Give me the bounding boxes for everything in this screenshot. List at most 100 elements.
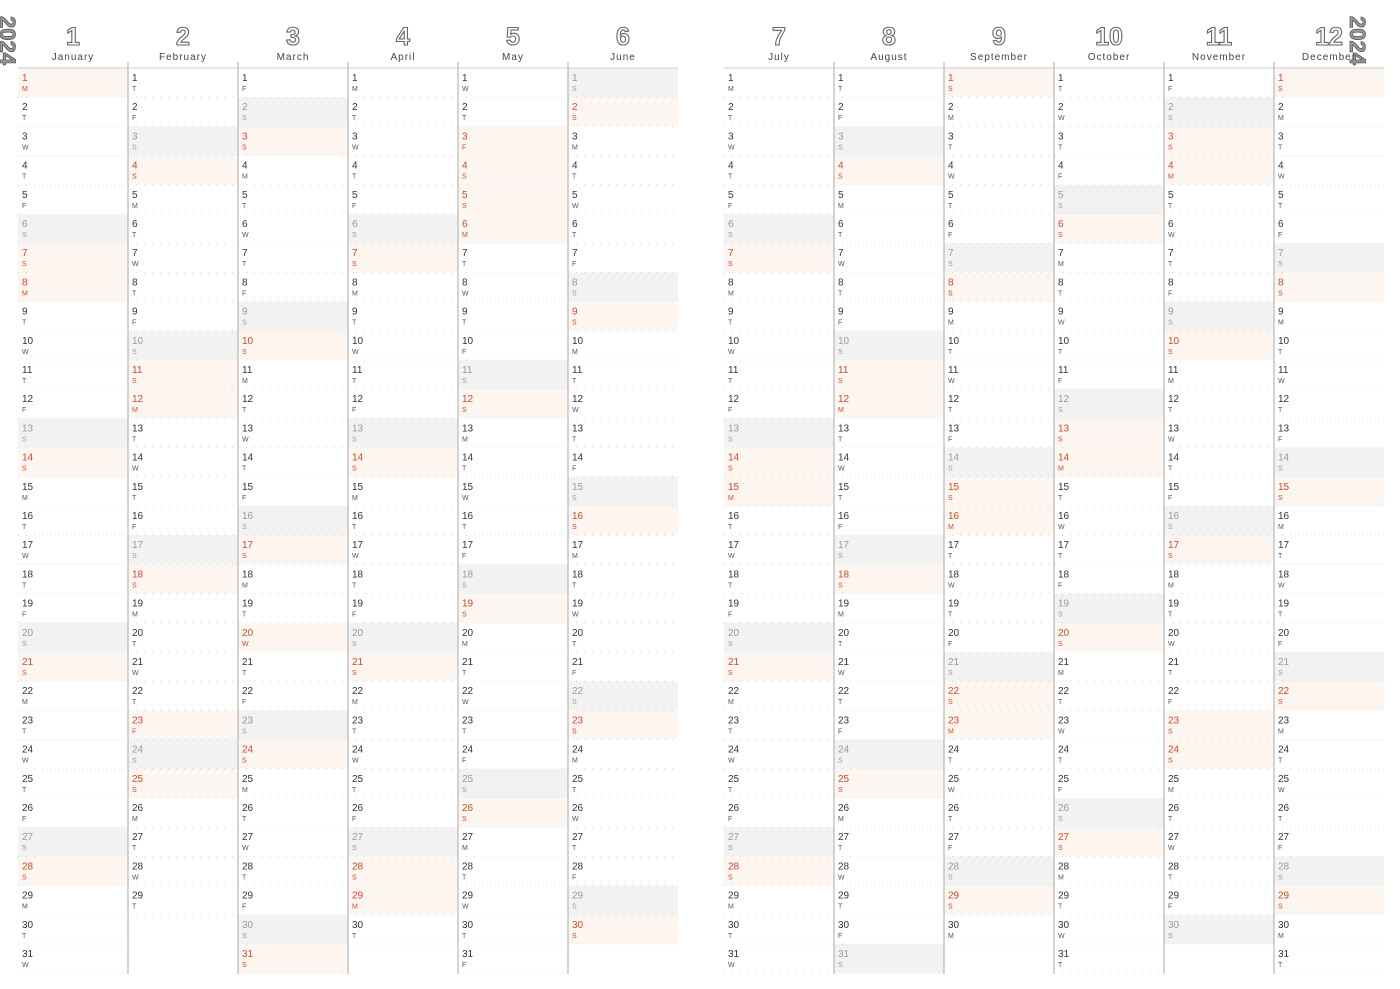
day-number: 14: [948, 453, 960, 464]
weekday-letter: T: [572, 378, 577, 385]
month-name: April: [390, 52, 415, 63]
weekday-letter: T: [1278, 203, 1283, 210]
holiday-shade: [944, 506, 1054, 536]
weekday-letter: T: [352, 582, 357, 589]
day-number: 12: [132, 394, 144, 405]
weekday-letter: F: [572, 261, 576, 268]
weekday-letter: S: [1168, 524, 1173, 531]
day-number: 8: [132, 277, 138, 288]
weekday-letter: S: [728, 845, 733, 852]
day-number: 14: [22, 453, 34, 464]
weekday-letter: M: [948, 320, 954, 327]
day-number: 24: [572, 745, 584, 756]
day-number: 23: [948, 715, 960, 726]
day-number: 2: [572, 102, 578, 113]
day-number: 27: [1168, 832, 1180, 843]
day-number: 19: [242, 599, 254, 610]
weekday-letter: S: [1168, 320, 1173, 327]
weekday-letter: T: [1168, 612, 1173, 619]
weekday-letter: F: [948, 436, 952, 443]
saturday-shade: [1274, 856, 1384, 886]
day-number: 13: [242, 423, 254, 434]
weekday-letter: S: [242, 320, 247, 327]
holiday-shade: [128, 564, 238, 594]
day-number: 15: [838, 482, 850, 493]
holiday-shade: [944, 710, 1054, 740]
weekday-letter: F: [948, 845, 952, 852]
weekday-letter: T: [728, 787, 733, 794]
saturday-shade: [128, 330, 238, 360]
weekday-letter: W: [948, 378, 955, 385]
weekday-letter: S: [1058, 203, 1063, 210]
day-number: 30: [838, 920, 850, 931]
day-number: 25: [462, 774, 474, 785]
weekday-letter: S: [948, 466, 953, 473]
day-number: 16: [242, 511, 254, 522]
weekday-letter: S: [838, 553, 843, 560]
day-number: 29: [838, 891, 850, 902]
day-number: 28: [728, 861, 740, 872]
day-number: 14: [572, 453, 584, 464]
day-number: 3: [572, 131, 578, 142]
weekday-letter: S: [352, 670, 357, 677]
day-number: 25: [1278, 774, 1290, 785]
weekday-letter: T: [352, 320, 357, 327]
weekday-letter: F: [1058, 582, 1062, 589]
saturday-shade: [1274, 652, 1384, 682]
weekday-letter: F: [1278, 232, 1282, 239]
saturday-shade: [568, 681, 678, 711]
saturday-shade: [18, 827, 128, 857]
day-number: 10: [132, 336, 144, 347]
day-number: 27: [948, 832, 960, 843]
day-number: 29: [728, 891, 740, 902]
weekday-letter: M: [572, 144, 578, 151]
day-number: 27: [1278, 832, 1290, 843]
weekday-letter: W: [728, 758, 735, 765]
saturday-shade: [724, 827, 834, 857]
month-name: February: [159, 52, 207, 63]
weekday-letter: W: [1278, 174, 1285, 181]
day-number: 5: [22, 190, 28, 201]
day-number: 25: [572, 774, 584, 785]
day-number: 22: [132, 686, 144, 697]
day-number: 12: [22, 394, 34, 405]
weekday-letter: F: [948, 641, 952, 648]
day-number: 2: [22, 102, 28, 113]
weekday-letter: T: [838, 699, 843, 706]
weekday-letter: T: [352, 115, 357, 122]
day-number: 11: [352, 365, 363, 376]
weekday-letter: T: [728, 933, 733, 940]
day-number: 15: [462, 482, 474, 493]
weekday-letter: F: [22, 816, 26, 823]
day-number: 9: [572, 307, 578, 318]
weekday-letter: F: [22, 612, 26, 619]
weekday-letter: S: [1168, 144, 1173, 151]
day-number: 27: [572, 832, 584, 843]
day-number: 1: [572, 73, 578, 84]
day-number: 12: [1168, 394, 1180, 405]
weekday-letter: T: [462, 466, 467, 473]
day-number: 3: [462, 131, 468, 142]
weekday-letter: T: [242, 670, 247, 677]
month-name: June: [610, 52, 636, 63]
weekday-letter: S: [352, 261, 357, 268]
month-number: 12: [1315, 23, 1343, 51]
month-number: 11: [1206, 23, 1233, 51]
saturday-shade: [944, 856, 1054, 886]
weekday-letter: T: [462, 320, 467, 327]
day-number: 10: [462, 336, 474, 347]
day-number: 31: [728, 949, 740, 960]
weekday-letter: M: [1168, 787, 1174, 794]
weekday-letter: M: [948, 728, 954, 735]
day-number: 29: [1058, 891, 1070, 902]
day-number: 17: [242, 540, 254, 551]
weekday-letter: F: [728, 612, 732, 619]
day-number: 8: [572, 277, 578, 288]
weekday-letter: M: [1278, 524, 1284, 531]
weekday-letter: T: [948, 612, 953, 619]
weekday-letter: W: [728, 144, 735, 151]
weekday-letter: F: [242, 495, 246, 502]
day-number: 21: [242, 657, 254, 668]
weekday-letter: W: [838, 874, 845, 881]
weekday-letter: T: [838, 641, 843, 648]
